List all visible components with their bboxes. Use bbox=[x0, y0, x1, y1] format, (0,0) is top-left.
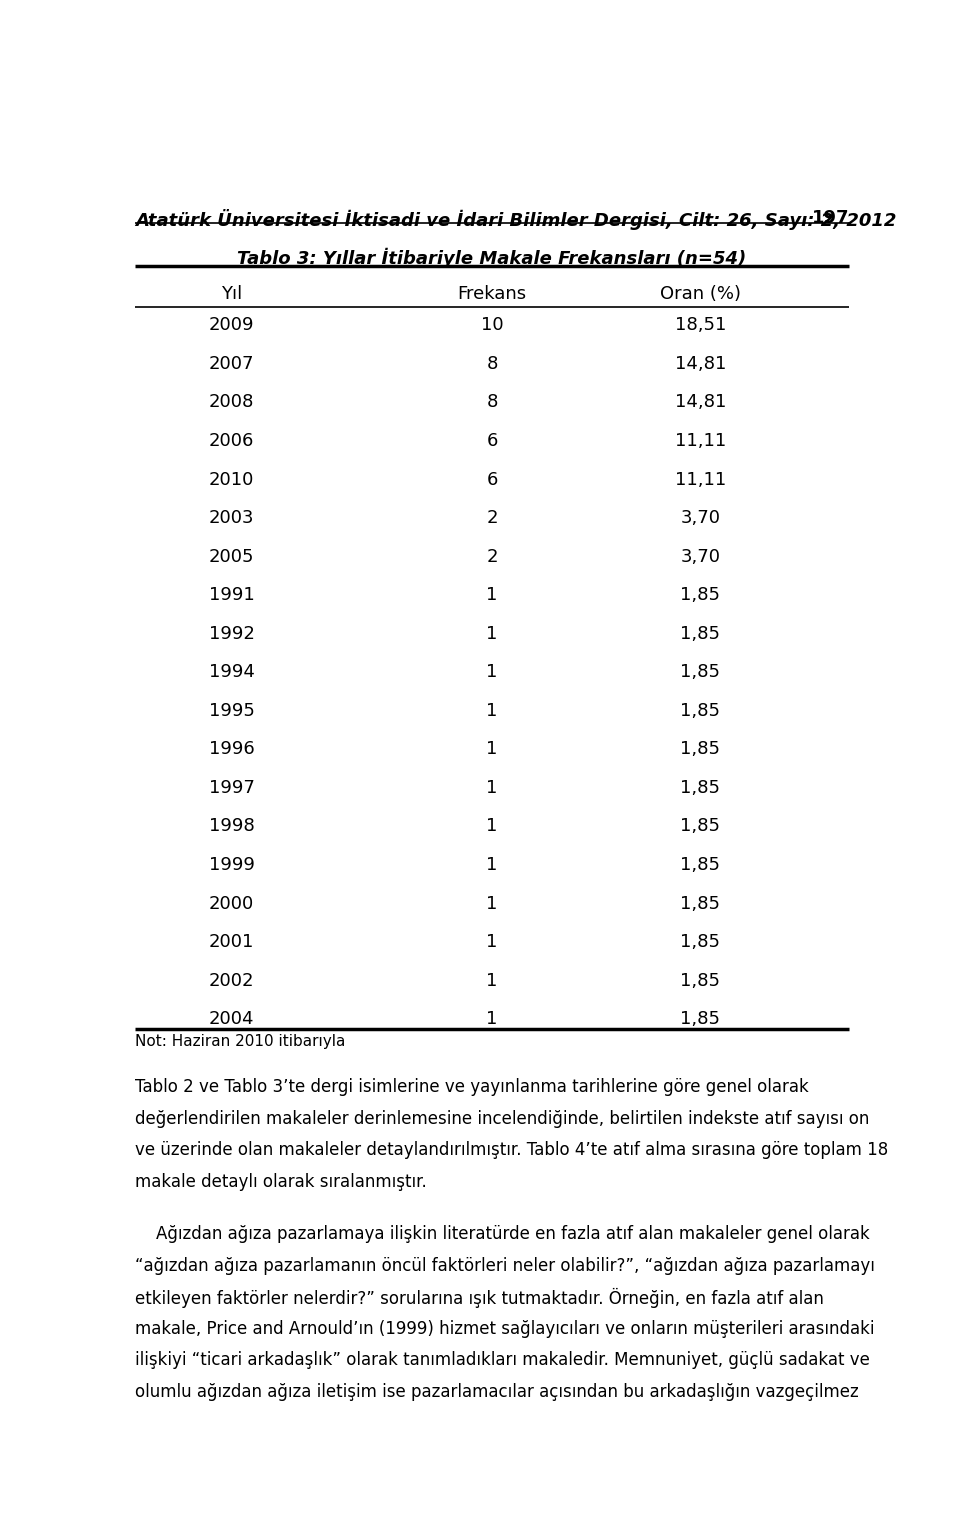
Text: ve üzerinde olan makaleler detaylandırılmıştır. Tablo 4’te atıf alma sırasına gö: ve üzerinde olan makaleler detaylandırıl… bbox=[134, 1141, 888, 1159]
Text: değerlendirilen makaleler derinlemesine incelendiğinde, belirtilen indekste atıf: değerlendirilen makaleler derinlemesine … bbox=[134, 1109, 869, 1127]
Text: 2005: 2005 bbox=[209, 548, 254, 566]
Text: 1,85: 1,85 bbox=[681, 740, 720, 758]
Text: 1: 1 bbox=[487, 663, 497, 681]
Text: 2009: 2009 bbox=[209, 317, 254, 334]
Text: 2007: 2007 bbox=[209, 355, 254, 373]
Text: 1: 1 bbox=[487, 740, 497, 758]
Text: makale detaylı olarak sıralanmıştır.: makale detaylı olarak sıralanmıştır. bbox=[134, 1173, 426, 1191]
Text: 1999: 1999 bbox=[208, 856, 254, 874]
Text: 2010: 2010 bbox=[209, 470, 254, 488]
Text: 2: 2 bbox=[487, 548, 497, 566]
Text: 2001: 2001 bbox=[209, 933, 254, 951]
Text: ilişkiyi “ticari arkadaşlık” olarak tanımladıkları makaledir. Memnuniyet, güçlü : ilişkiyi “ticari arkadaşlık” olarak tanı… bbox=[134, 1352, 870, 1370]
Text: 1996: 1996 bbox=[208, 740, 254, 758]
Text: 14,81: 14,81 bbox=[675, 393, 726, 411]
Text: 2000: 2000 bbox=[209, 895, 254, 913]
Text: 2006: 2006 bbox=[209, 432, 254, 451]
Text: 1,85: 1,85 bbox=[681, 586, 720, 604]
Text: 1,85: 1,85 bbox=[681, 818, 720, 836]
Text: 3,70: 3,70 bbox=[681, 548, 720, 566]
Text: 18,51: 18,51 bbox=[675, 317, 726, 334]
Text: Tablo 3: Yıllar İtibariyle Makale Frekansları (n=54): Tablo 3: Yıllar İtibariyle Makale Frekan… bbox=[237, 247, 747, 267]
Text: 1,85: 1,85 bbox=[681, 778, 720, 796]
Text: Yıl: Yıl bbox=[221, 285, 242, 303]
Text: Oran (%): Oran (%) bbox=[660, 285, 741, 303]
Text: 197: 197 bbox=[811, 209, 849, 228]
Text: 1: 1 bbox=[487, 972, 497, 989]
Text: 8: 8 bbox=[487, 355, 497, 373]
Text: 1997: 1997 bbox=[208, 778, 254, 796]
Text: 1,85: 1,85 bbox=[681, 972, 720, 989]
Text: 1991: 1991 bbox=[208, 586, 254, 604]
Text: 1,85: 1,85 bbox=[681, 625, 720, 643]
Text: Ağızdan ağıza pazarlamaya ilişkin literatürde en fazla atıf alan makaleler genel: Ağızdan ağıza pazarlamaya ilişkin litera… bbox=[134, 1226, 870, 1242]
Text: 1995: 1995 bbox=[208, 702, 254, 721]
Text: 1: 1 bbox=[487, 1010, 497, 1029]
Text: 1998: 1998 bbox=[208, 818, 254, 836]
Text: etkileyen faktörler nelerdir?” sorularına ışık tutmaktadır. Örneğin, en fazla at: etkileyen faktörler nelerdir?” soruların… bbox=[134, 1288, 824, 1308]
Text: 11,11: 11,11 bbox=[675, 470, 726, 488]
Text: 1,85: 1,85 bbox=[681, 856, 720, 874]
Text: Atatürk Üniversitesi İktisadi ve İdari Bilimler Dergisi, Cilt: 26, Sayı: 2, 2012: Atatürk Üniversitesi İktisadi ve İdari B… bbox=[134, 209, 897, 231]
Text: 1: 1 bbox=[487, 818, 497, 836]
Text: 14,81: 14,81 bbox=[675, 355, 726, 373]
Text: 3,70: 3,70 bbox=[681, 510, 720, 526]
Text: 2003: 2003 bbox=[209, 510, 254, 526]
Text: Tablo 2 ve Tablo 3’te dergi isimlerine ve yayınlanma tarihlerine göre genel olar: Tablo 2 ve Tablo 3’te dergi isimlerine v… bbox=[134, 1079, 808, 1095]
Text: 1,85: 1,85 bbox=[681, 895, 720, 913]
Text: Not: Haziran 2010 itibarıyla: Not: Haziran 2010 itibarıyla bbox=[134, 1033, 346, 1048]
Text: 8: 8 bbox=[487, 393, 497, 411]
Text: 1,85: 1,85 bbox=[681, 1010, 720, 1029]
Text: 1992: 1992 bbox=[208, 625, 254, 643]
Text: 1,85: 1,85 bbox=[681, 933, 720, 951]
Text: 1: 1 bbox=[487, 778, 497, 796]
Text: 1: 1 bbox=[487, 933, 497, 951]
Text: 1994: 1994 bbox=[208, 663, 254, 681]
Text: 2008: 2008 bbox=[209, 393, 254, 411]
Text: 1: 1 bbox=[487, 625, 497, 643]
Text: 1: 1 bbox=[487, 702, 497, 721]
Text: makale, Price and Arnould’ın (1999) hizmet sağlayıcıları ve onların müşterileri : makale, Price and Arnould’ın (1999) hizm… bbox=[134, 1320, 875, 1338]
Text: 2: 2 bbox=[487, 510, 497, 526]
Text: 6: 6 bbox=[487, 470, 497, 488]
Text: 1,85: 1,85 bbox=[681, 663, 720, 681]
Text: 1,85: 1,85 bbox=[681, 702, 720, 721]
Text: 11,11: 11,11 bbox=[675, 432, 726, 451]
Text: olumlu ağızdan ağıza iletişim ise pazarlamacılar açısından bu arkadaşlığın vazge: olumlu ağızdan ağıza iletişim ise pazarl… bbox=[134, 1384, 858, 1400]
Text: “ağızdan ağıza pazarlamanın öncül faktörleri neler olabilir?”, “ağızdan ağıza pa: “ağızdan ağıza pazarlamanın öncül faktör… bbox=[134, 1256, 875, 1274]
Text: 6: 6 bbox=[487, 432, 497, 451]
Text: 2002: 2002 bbox=[209, 972, 254, 989]
Text: 10: 10 bbox=[481, 317, 503, 334]
Text: 1: 1 bbox=[487, 586, 497, 604]
Text: 2004: 2004 bbox=[209, 1010, 254, 1029]
Text: Frekans: Frekans bbox=[457, 285, 527, 303]
Text: 1: 1 bbox=[487, 856, 497, 874]
Text: 1: 1 bbox=[487, 895, 497, 913]
